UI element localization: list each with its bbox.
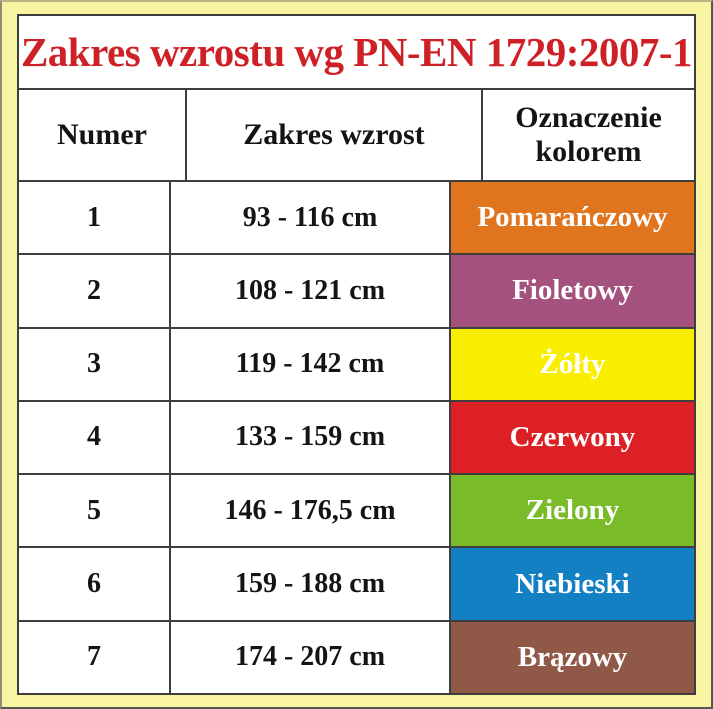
cell-zakres-wzrost: 93 - 116 cm (171, 182, 451, 254)
table-row: 2 108 - 121 cm Fioletowy (19, 255, 694, 329)
cell-color-label: Zielony (451, 475, 694, 547)
cell-color-label: Czerwony (451, 401, 694, 474)
table-row: 5 146 - 176,5 cm Zielony (19, 475, 694, 549)
cell-numer: 6 (19, 548, 171, 620)
page-title: Zakres wzrostu wg PN-EN 1729:2007-1 (20, 29, 693, 75)
cell-zakres-wzrost: 174 - 207 cm (171, 621, 451, 693)
cell-color-label: Fioletowy (451, 255, 694, 327)
cell-zakres-wzrost: 146 - 176,5 cm (171, 475, 451, 547)
table-body: 1 93 - 116 cm Pomarańczowy 2 108 - 121 c… (19, 182, 694, 693)
cell-numer: 5 (19, 475, 171, 547)
table-row: 1 93 - 116 cm Pomarańczowy (19, 182, 694, 256)
cell-numer: 4 (19, 401, 171, 474)
header-numer: Numer (19, 90, 187, 180)
cell-color-label: Brązowy (451, 621, 694, 693)
cell-color-label: Żółty (451, 328, 694, 400)
table-header-row: Numer Zakres wzrost Oznaczenie kolorem (19, 90, 694, 182)
cell-zakres-wzrost: 108 - 121 cm (171, 255, 451, 327)
cell-zakres-wzrost: 133 - 159 cm (171, 401, 451, 474)
table-row: 7 174 - 207 cm Brązowy (19, 621, 694, 693)
cell-numer: 3 (19, 328, 171, 400)
cell-numer: 1 (19, 182, 171, 254)
cell-zakres-wzrost: 159 - 188 cm (171, 548, 451, 620)
cell-color-label: Niebieski (451, 548, 694, 620)
table-row: 3 119 - 142 cm Żółty (19, 328, 694, 402)
height-range-table: Zakres wzrostu wg PN-EN 1729:2007-1 Nume… (17, 14, 696, 695)
header-zakres-wzrost: Zakres wzrost (187, 90, 483, 180)
header-oznaczenie-kolorem: Oznaczenie kolorem (515, 100, 662, 169)
table-row: 6 159 - 188 cm Niebieski (19, 548, 694, 622)
cell-numer: 2 (19, 255, 171, 327)
cell-zakres-wzrost: 119 - 142 cm (171, 328, 451, 400)
table-row: 4 133 - 159 cm Czerwony (19, 401, 694, 476)
cell-color-label: Pomarańczowy (451, 182, 694, 254)
title-row: Zakres wzrostu wg PN-EN 1729:2007-1 (19, 16, 694, 90)
cell-numer: 7 (19, 621, 171, 693)
